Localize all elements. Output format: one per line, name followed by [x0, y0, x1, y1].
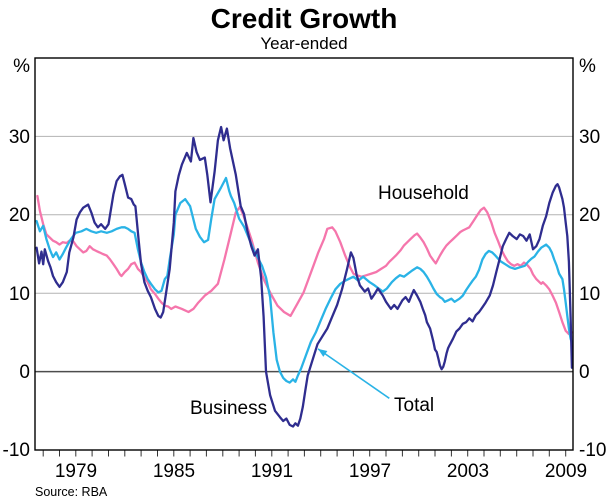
- x-tick-2003: 2003: [447, 461, 489, 482]
- y-tick-left-neg10: -10: [3, 440, 30, 461]
- y-tick-right-neg10: -10: [579, 440, 606, 461]
- y-tick-right-10: 10: [579, 284, 600, 305]
- series-label-household: Household: [378, 183, 469, 204]
- total-arrow-line: [317, 348, 390, 399]
- y-tick-left-10: 10: [9, 284, 30, 305]
- plot-frame: [34, 57, 574, 451]
- series-line-total: [35, 176, 574, 384]
- chart-title: Credit Growth: [211, 3, 398, 34]
- chart-plot-area: [34, 57, 574, 457]
- series-label-business: Business: [190, 398, 267, 419]
- y-tick-right-20: 20: [579, 205, 600, 226]
- y-axis-unit-right: %: [579, 56, 596, 77]
- x-tick-1985: 1985: [153, 461, 195, 482]
- y-tick-right-0: 0: [579, 362, 590, 383]
- series-line-household: [36, 194, 574, 336]
- series-line-business: [35, 125, 574, 428]
- series-label-total: Total: [394, 395, 434, 416]
- source-note: Source: RBA: [35, 485, 108, 499]
- chart-subtitle: Year-ended: [260, 34, 347, 53]
- y-tick-left-30: 30: [9, 127, 30, 148]
- y-tick-left-0: 0: [19, 362, 30, 383]
- x-tick-2009: 2009: [545, 461, 587, 482]
- x-tick-1991: 1991: [251, 461, 293, 482]
- x-tick-1997: 1997: [349, 461, 391, 482]
- x-tick-1979: 1979: [55, 461, 97, 482]
- y-axis-unit-left: %: [13, 56, 30, 77]
- total-arrowhead-icon: [318, 348, 328, 357]
- y-tick-left-20: 20: [9, 205, 30, 226]
- y-tick-right-30: 30: [579, 127, 600, 148]
